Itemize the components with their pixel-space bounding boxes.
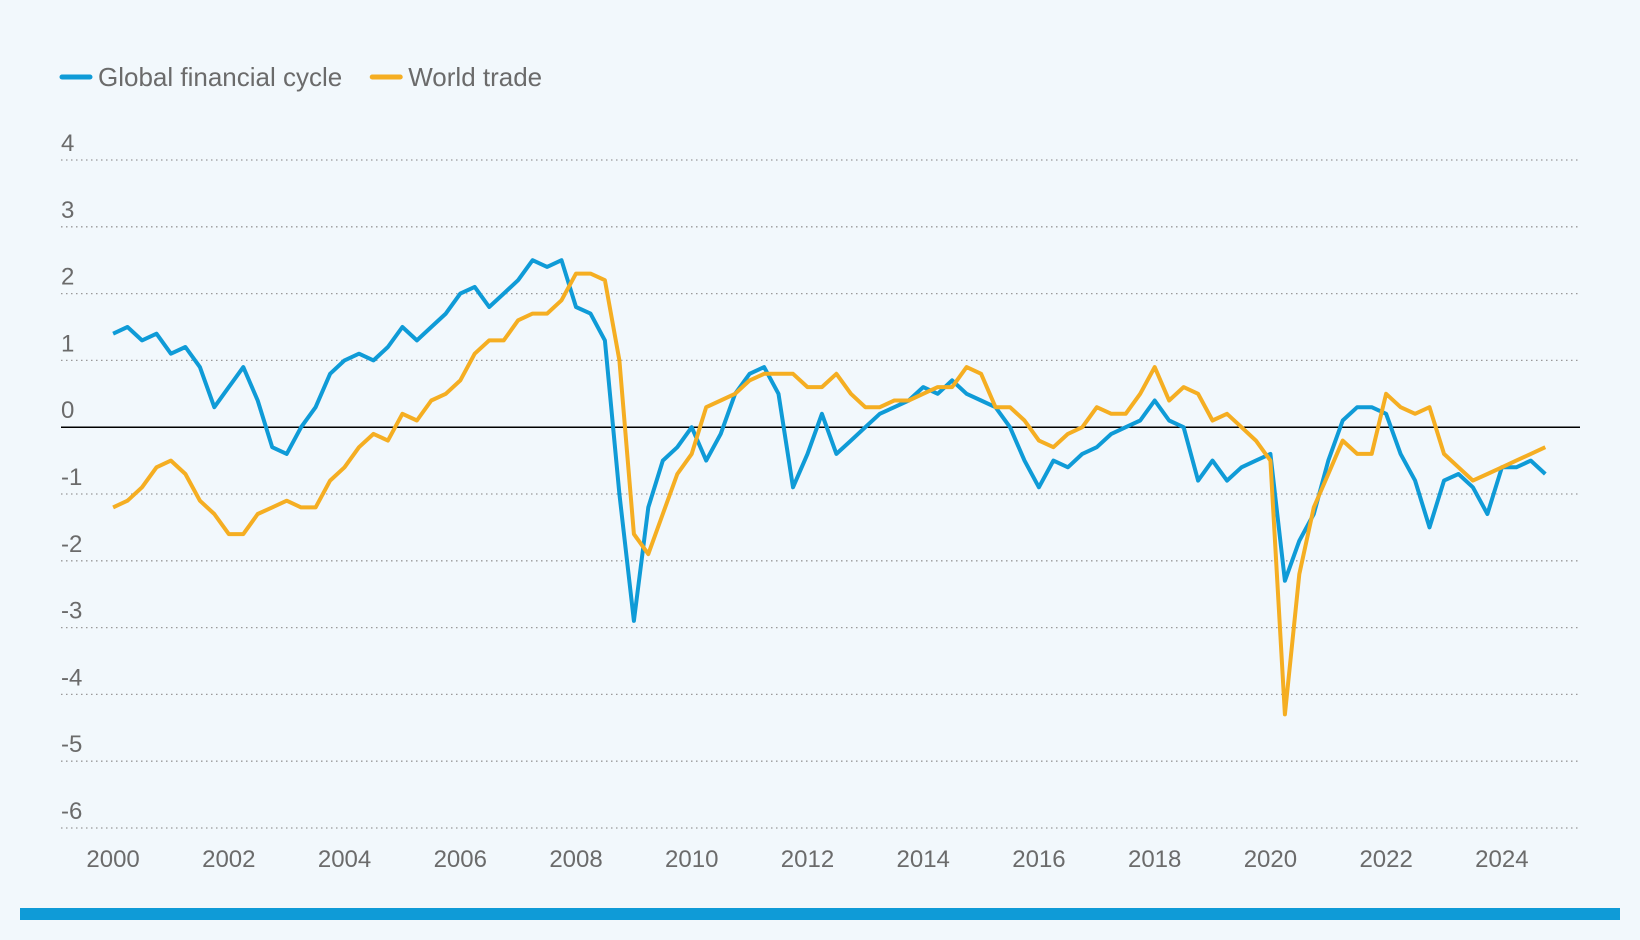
bottom-bar <box>20 908 1620 920</box>
y-tick-label: 3 <box>61 197 74 224</box>
y-tick-label: 4 <box>61 130 74 157</box>
x-tick-label: 2020 <box>1244 846 1297 873</box>
y-tick-label: -3 <box>61 598 82 625</box>
x-tick-label: 2022 <box>1359 846 1412 873</box>
x-tick-label: 2006 <box>434 846 487 873</box>
y-tick-label: 1 <box>61 330 74 357</box>
x-tick-label: 2000 <box>86 846 139 873</box>
x-tick-label: 2012 <box>781 846 834 873</box>
y-tick-label: -1 <box>61 464 82 491</box>
legend-label: Global financial cycle <box>98 62 342 92</box>
y-tick-label: -4 <box>61 664 82 691</box>
y-tick-label: -2 <box>61 531 82 558</box>
x-tick-label: 2024 <box>1475 846 1528 873</box>
y-tick-label: 2 <box>61 264 74 291</box>
series-line <box>112 271 1547 717</box>
y-tick-label: 0 <box>61 397 74 424</box>
x-tick-label: 2010 <box>665 846 718 873</box>
x-tick-label: 2018 <box>1128 846 1181 873</box>
x-tick-label: 2014 <box>897 846 950 873</box>
series-line <box>112 258 1547 623</box>
x-tick-label: 2004 <box>318 846 371 873</box>
x-tick-label: 2002 <box>202 846 255 873</box>
y-tick-label: -5 <box>61 731 82 758</box>
y-tick-label: -6 <box>61 798 82 825</box>
x-tick-label: 2016 <box>1012 846 1065 873</box>
legend-label: World trade <box>408 62 542 92</box>
x-tick-label: 2008 <box>549 846 602 873</box>
